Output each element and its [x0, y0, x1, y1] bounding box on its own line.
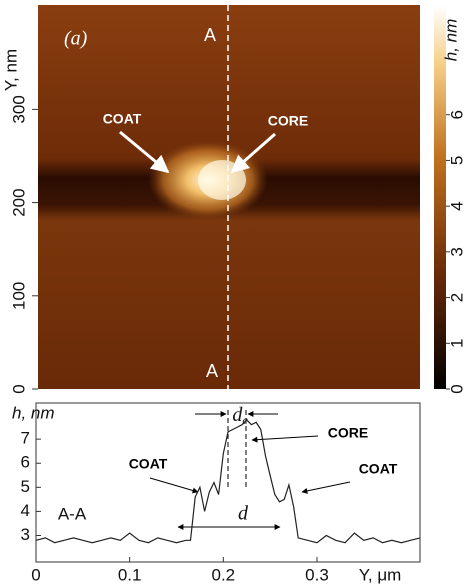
colorbar-tick-label: 1 — [447, 339, 466, 348]
x-axis-label: Y, μm — [359, 565, 402, 584]
y-tick-label: 0 — [9, 384, 28, 393]
y-tick-label: 5 — [21, 477, 30, 496]
y-tick-label: 300 — [9, 95, 28, 123]
y-tick-label: 100 — [9, 282, 28, 310]
coat-label: COAT — [129, 456, 168, 472]
figure: (a) A A COAT CORE h, nm Y, nm 0100200300… — [0, 0, 466, 587]
dc-label: dc — [232, 404, 248, 427]
colorbar-tick-label: 6 — [447, 110, 466, 119]
colorbar-label: h, nm — [441, 19, 460, 62]
y-tick-label: 4 — [21, 501, 30, 520]
arrow — [302, 482, 350, 492]
x-tick-label: 0.2 — [211, 565, 235, 584]
d-label: d — [238, 503, 249, 525]
coat-label: COAT — [359, 461, 398, 477]
coat-label: COAT — [103, 111, 142, 127]
core-label: CORE — [268, 113, 308, 129]
colorbar — [434, 5, 446, 389]
colorbar-tick-label: 4 — [447, 201, 466, 210]
colorbar-tick-label: 2 — [447, 293, 466, 302]
x-tick-label: 0.3 — [305, 565, 329, 584]
y-tick-label: 6 — [21, 453, 30, 472]
colorbar-tick-label: 0 — [447, 384, 466, 393]
y-tick-label: 3 — [21, 525, 30, 544]
afm-image: (a) A A COAT CORE h, nm Y, nm 0 100 200 300… — [1, 5, 466, 394]
y-axis-label: h, nm — [12, 403, 55, 422]
x-tick-label: 0.1 — [118, 565, 142, 584]
core-label: CORE — [328, 425, 368, 441]
section-label: A-A — [58, 504, 87, 523]
y-tick-label: 7 — [21, 429, 30, 448]
section-label: A — [204, 25, 216, 45]
colorbar-tick-label: 3 — [447, 247, 466, 256]
y-axis-label: Y, nm — [1, 49, 20, 91]
profile-plot: h, nm Y, μm A-A dc d CORE COAT COAT 3 4 5 6… — [12, 403, 420, 584]
x-tick-label: 0 — [31, 565, 40, 584]
section-label: A — [206, 361, 218, 381]
y-tick-label: 200 — [9, 188, 28, 216]
panel-label: (a) — [64, 28, 88, 50]
arrow — [150, 478, 198, 492]
colorbar-tick-label: 5 — [447, 156, 466, 165]
